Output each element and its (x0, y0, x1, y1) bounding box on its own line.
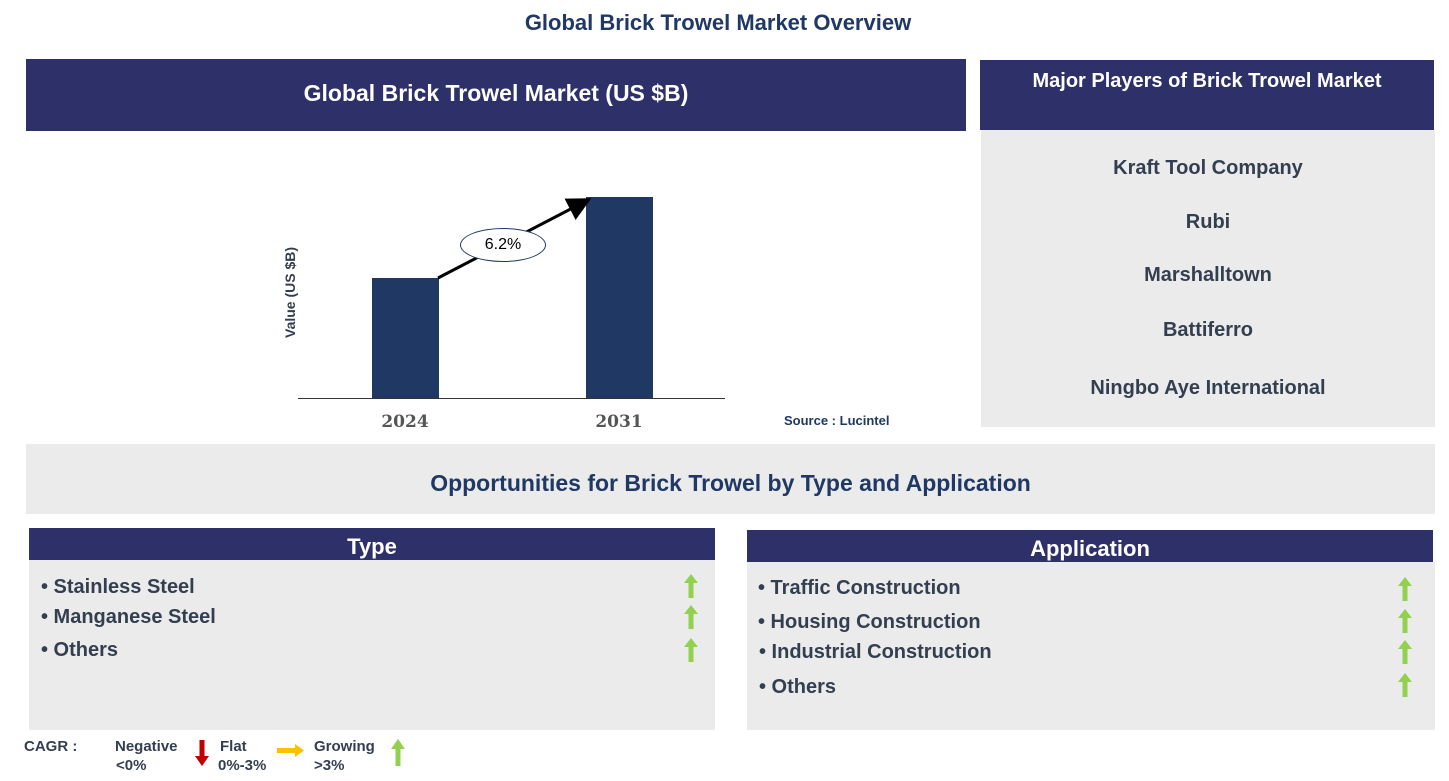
type-item: • Manganese Steel (41, 606, 216, 628)
flat-arrow-icon (277, 744, 304, 757)
player-item: Ningbo Aye International (1090, 377, 1326, 399)
type-list: • Stainless Steel • Manganese Steel • Ot… (29, 560, 715, 730)
application-header: Application (747, 530, 1433, 562)
growing-arrow-icon (684, 638, 698, 662)
growing-arrow-icon (1398, 577, 1412, 601)
growing-arrow-icon (1398, 640, 1412, 664)
cagr-annotation: 6.2% (460, 228, 546, 262)
application-item: • Others (759, 676, 837, 698)
legend-negative-range: <0% (116, 757, 147, 774)
growing-arrow-icon (1398, 673, 1412, 697)
opportunities-banner: Opportunities for Brick Trowel by Type a… (26, 444, 1435, 514)
bar-2031 (586, 197, 653, 398)
application-item: • Traffic Construction (758, 577, 961, 599)
growing-arrow-icon (684, 605, 698, 629)
legend-growing-range: >3% (314, 757, 345, 774)
growth-arrow-icon (437, 198, 592, 280)
application-list: • Traffic Construction • Housing Constru… (747, 562, 1435, 730)
application-item: • Industrial Construction (759, 641, 992, 663)
legend-flat-range: 0%-3% (218, 757, 267, 774)
bar-2024 (372, 278, 439, 398)
legend-label: CAGR : (24, 738, 78, 755)
type-header: Type (29, 528, 715, 560)
page-title: Global Brick Trowel Market Overview (524, 10, 912, 35)
players-panel-header: Major Players of Brick Trowel Market (980, 60, 1434, 130)
x-tick-2024: 2024 (381, 412, 429, 432)
x-axis-line (298, 398, 725, 399)
negative-arrow-icon (195, 740, 209, 766)
legend-flat-name: Flat (220, 738, 247, 755)
player-item: Rubi (1185, 211, 1231, 233)
source-note: Source : Lucintel (784, 413, 890, 428)
x-tick-2031: 2031 (595, 412, 643, 432)
player-item: Marshalltown (1144, 264, 1272, 286)
market-panel-header: Global Brick Trowel Market (US $B) (26, 59, 966, 131)
type-item: • Others (41, 639, 119, 661)
legend-growing-name: Growing (314, 738, 375, 755)
growing-arrow-icon (684, 574, 698, 598)
cagr-legend: CAGR : Negative <0% Flat 0%-3% Growing >… (0, 735, 450, 781)
legend-negative-name: Negative (115, 738, 178, 755)
growing-arrow-icon (1398, 609, 1412, 633)
player-item: Battiferro (1162, 319, 1253, 341)
application-item: • Housing Construction (758, 611, 981, 633)
growing-arrow-icon (391, 739, 405, 766)
players-list: Kraft Tool Company Rubi Marshalltown Bat… (981, 130, 1435, 427)
player-item: Kraft Tool Company (1113, 157, 1303, 179)
market-bar-chart: Value (US $B) 6.2% 2024 2031 (270, 180, 750, 440)
type-item: • Stainless Steel (41, 576, 195, 598)
